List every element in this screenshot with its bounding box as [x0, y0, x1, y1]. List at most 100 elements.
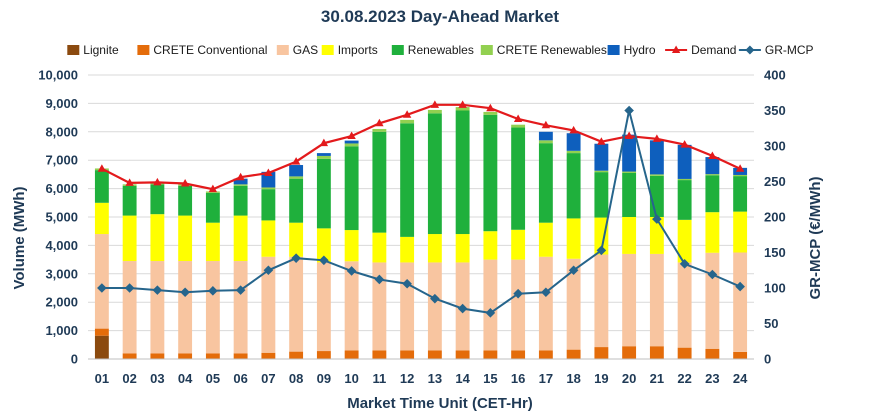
bar-imports: [677, 219, 692, 263]
bar-crete-renewables: [400, 119, 415, 124]
bar-lignite: [94, 335, 109, 359]
bar-imports: [622, 217, 637, 254]
legend-swatch-lignite: [67, 45, 80, 55]
bar-crete-renewables: [455, 107, 470, 111]
x-axis-label: Market Time Unit (CET-Hr): [347, 395, 533, 412]
x-tick-label: 02: [122, 371, 136, 386]
gr-mcp-point: [402, 278, 412, 289]
bar-renewables: [400, 123, 415, 237]
y-tick-label: 9,000: [45, 96, 78, 111]
y2-tick-label: 0: [764, 352, 771, 367]
gr-mcp-point: [346, 266, 357, 276]
bar-gas: [566, 258, 581, 350]
x-tick-label: 05: [206, 371, 220, 386]
y-tick-label: 10,000: [38, 68, 78, 83]
gr-mcp-line: [101, 110, 741, 314]
x-tick-label: 03: [150, 371, 164, 386]
bar-crete-conventional: [122, 353, 137, 359]
bar-crete-renewables: [705, 174, 720, 176]
bar-crete-conventional: [483, 350, 498, 359]
bar-renewables: [372, 131, 387, 233]
bar-imports: [261, 220, 276, 257]
y2-tick-label: 50: [764, 316, 778, 331]
legend-label-demand: Demand: [691, 43, 736, 57]
bar-imports: [150, 214, 165, 262]
bar-crete-conventional: [705, 348, 720, 359]
bar-renewables: [205, 192, 220, 223]
demand-point: [402, 110, 412, 118]
gr-mcp-point: [513, 288, 523, 299]
bar-crete-renewables: [594, 170, 609, 173]
bar-gas: [400, 262, 415, 351]
legend-marker-gr-mcp: [745, 45, 755, 55]
bar-gas: [705, 252, 720, 349]
demand-point: [125, 178, 134, 186]
y2-tick-label: 300: [764, 139, 786, 154]
y-tick-label: 1,000: [45, 323, 78, 338]
legend-label-crete-renewables: CRETE Renewables: [497, 43, 607, 57]
y2-tick-label: 150: [764, 245, 786, 260]
legend-swatch-renewables: [391, 45, 404, 55]
bar-crete-conventional: [594, 347, 609, 359]
gr-mcp-point: [235, 285, 246, 295]
bar-crete-conventional: [455, 350, 470, 359]
bar-crete-conventional: [566, 349, 581, 359]
legend-swatch-imports: [321, 45, 334, 55]
x-tick-label: 19: [594, 371, 608, 386]
bar-renewables: [316, 158, 331, 229]
y-tick-label: 0: [71, 352, 78, 367]
legend-label-crete-conventional: CRETE Conventional: [153, 43, 267, 57]
bar-crete-renewables: [372, 128, 387, 132]
demand-point: [569, 125, 578, 134]
bar-crete-conventional: [289, 351, 304, 359]
bar-gas: [316, 262, 331, 352]
y-tick-label: 4,000: [45, 238, 78, 253]
bar-renewables: [622, 172, 637, 217]
gr-mcp-point: [319, 255, 329, 266]
bar-crete-conventional: [178, 353, 193, 359]
bar-crete-renewables: [677, 178, 692, 181]
bar-crete-renewables: [511, 124, 526, 128]
bar-crete-renewables: [622, 171, 637, 173]
bar-gas: [677, 262, 692, 348]
y-tick-label: 7,000: [45, 153, 78, 168]
x-tick-label: 07: [261, 371, 275, 386]
y-tick-label: 8,000: [45, 124, 78, 139]
y2-tick-label: 250: [764, 174, 786, 189]
bar-gas: [649, 253, 664, 347]
bar-crete-conventional: [150, 353, 165, 359]
gr-mcp-point: [679, 259, 690, 269]
bar-gas: [538, 256, 553, 351]
x-tick-label: 08: [289, 371, 303, 386]
bar-renewables: [233, 185, 248, 216]
gr-mcp-point: [485, 308, 496, 318]
legend-swatch-crete-conventional: [137, 45, 150, 55]
y-tick-label: 3,000: [45, 266, 78, 281]
legend-swatch-crete-renewables: [480, 45, 493, 55]
bar-imports: [705, 212, 720, 253]
bar-gas: [622, 253, 637, 347]
bar-gas: [261, 256, 276, 353]
bar-renewables: [511, 127, 526, 230]
bar-imports: [427, 234, 442, 263]
bar-renewables: [483, 114, 498, 232]
x-tick-label: 15: [483, 371, 497, 386]
bar-crete-conventional: [538, 350, 553, 359]
bar-gas: [344, 261, 359, 351]
bar-hydro: [594, 143, 609, 171]
x-tick-label: 12: [400, 371, 414, 386]
bar-imports: [233, 215, 248, 262]
demand-point: [180, 178, 190, 187]
y2-tick-label: 100: [764, 281, 786, 296]
legend: Lignite CRETE Conventional GAS Imports Renew…: [67, 43, 814, 57]
bar-imports: [455, 234, 470, 263]
bar-crete-conventional: [622, 346, 637, 359]
gr-mcp-point: [707, 269, 718, 280]
x-tick-label: 20: [622, 371, 636, 386]
y2-axis-label: GR-MCP (€/MWh): [807, 176, 824, 299]
gr-mcp-point: [208, 286, 218, 296]
bar-crete-conventional: [94, 328, 109, 336]
bar-renewables: [178, 185, 193, 216]
bar-gas: [94, 234, 109, 329]
bars: [94, 107, 748, 359]
